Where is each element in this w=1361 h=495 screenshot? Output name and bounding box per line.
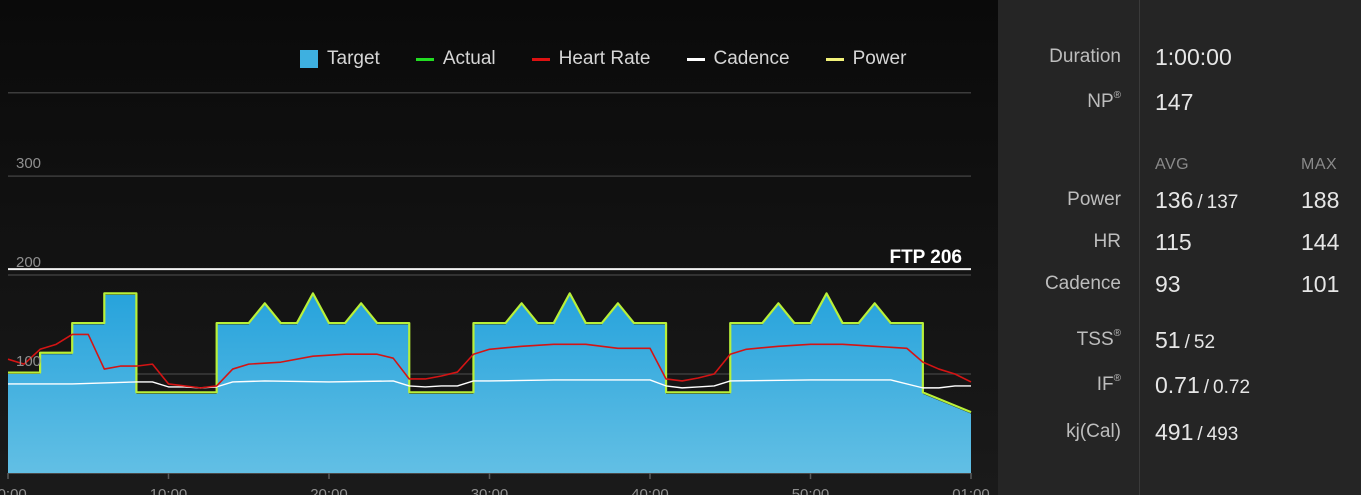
x-tick-label-3: 30:00 bbox=[471, 486, 509, 495]
if-value: 0.71/0.72 bbox=[1155, 372, 1250, 399]
y-tick-label-200: 200 bbox=[16, 254, 41, 271]
legend-swatch-power bbox=[825, 57, 844, 61]
legend-label-actual: Actual bbox=[442, 48, 496, 69]
cadence-label: Cadence bbox=[1044, 273, 1121, 294]
tss-label-text: TSS bbox=[1076, 329, 1114, 350]
workout-chart: 100 200 300 FTP 206 00:00 10:00 20:00 30:00 40:0… bbox=[0, 92, 990, 495]
power-max-value: 188 bbox=[1301, 187, 1340, 213]
stats-divider bbox=[1139, 0, 1140, 495]
series-power-line bbox=[8, 292, 972, 414]
legend-swatch-heart-rate bbox=[531, 57, 550, 61]
if-separator: / bbox=[1203, 377, 1210, 398]
np-value: 147 bbox=[1155, 89, 1194, 115]
legend-item-actual[interactable]: Actual bbox=[415, 48, 496, 70]
x-tick-label-0: 00:00 bbox=[0, 486, 27, 495]
if-secondary: 0.72 bbox=[1213, 377, 1251, 398]
x-tick-label-2: 20:00 bbox=[310, 486, 348, 495]
kj-separator: / bbox=[1197, 424, 1203, 445]
x-tick-label-5: 50:00 bbox=[792, 486, 830, 495]
np-label: NP® bbox=[1087, 89, 1121, 113]
hr-max-value: 144 bbox=[1301, 229, 1340, 255]
cadence-avg-value: 93 bbox=[1155, 271, 1181, 297]
power-avg-value: 136/137 bbox=[1155, 187, 1238, 214]
power-avg: 136 bbox=[1155, 187, 1194, 213]
tss-primary: 51 bbox=[1155, 327, 1181, 353]
tss-label: TSS® bbox=[1076, 327, 1121, 351]
cadence-max-value: 101 bbox=[1301, 271, 1340, 297]
kj-label: kj(Cal) bbox=[1066, 421, 1121, 442]
np-label-text: NP bbox=[1087, 91, 1114, 112]
kj-value: 491/493 bbox=[1155, 419, 1238, 446]
series-heart-rate-line bbox=[7, 333, 972, 389]
duration-value: 1:00:00 bbox=[1155, 44, 1232, 70]
chart-legend: Target Actual Heart Rate Cadence Power bbox=[300, 46, 906, 72]
chart-panel: 100 200 300 FTP 206 00:00 10:00 20:00 30:00 40:0… bbox=[0, 0, 998, 495]
tss-registered-mark: ® bbox=[1113, 327, 1121, 339]
legend-item-power[interactable]: Power bbox=[825, 48, 907, 70]
x-tick-label-4: 40:00 bbox=[631, 486, 669, 495]
series-target-area bbox=[8, 294, 971, 473]
max-column-header: MAX bbox=[1301, 156, 1338, 173]
hr-avg-value: 115 bbox=[1155, 229, 1192, 255]
legend-swatch-cadence bbox=[686, 57, 705, 61]
legend-item-heart-rate[interactable]: Heart Rate bbox=[531, 48, 651, 70]
y-tick-label-100: 100 bbox=[16, 353, 41, 370]
legend-item-target[interactable]: Target bbox=[300, 48, 380, 70]
duration-label: Duration bbox=[1049, 46, 1121, 67]
if-registered-mark: ® bbox=[1113, 372, 1121, 384]
legend-label-heart-rate: Heart Rate bbox=[558, 48, 651, 69]
avg-column-header: AVG bbox=[1155, 156, 1190, 173]
x-tick-label-1: 10:00 bbox=[150, 486, 188, 495]
if-label-text: IF bbox=[1096, 374, 1114, 395]
power-label: Power bbox=[1067, 189, 1121, 210]
legend-swatch-target bbox=[300, 50, 318, 68]
legend-label-cadence: Cadence bbox=[713, 48, 790, 69]
series-cadence-line bbox=[8, 379, 971, 389]
legend-label-target: Target bbox=[327, 48, 380, 69]
tss-secondary: 52 bbox=[1193, 332, 1216, 353]
workout-stats-panel: Duration 1:00:00 NP® 147 AVG MAX Power 1… bbox=[998, 0, 1361, 495]
legend-swatch-actual bbox=[415, 57, 434, 61]
if-label: IF® bbox=[1096, 372, 1121, 396]
legend-label-power: Power bbox=[852, 48, 907, 69]
tss-separator: / bbox=[1184, 332, 1190, 353]
if-primary: 0.71 bbox=[1155, 372, 1200, 398]
kj-primary: 491 bbox=[1155, 419, 1194, 445]
x-tick-label-6: 01:00 bbox=[952, 486, 990, 495]
y-tick-label-300: 300 bbox=[16, 155, 41, 172]
tss-value: 51/52 bbox=[1155, 327, 1215, 354]
power-avg-separator: / bbox=[1197, 192, 1203, 213]
ftp-label: FTP 206 bbox=[889, 247, 962, 268]
np-registered-mark: ® bbox=[1113, 89, 1121, 101]
kj-secondary: 493 bbox=[1206, 424, 1239, 445]
power-avg-secondary: 137 bbox=[1206, 192, 1239, 213]
legend-item-cadence[interactable]: Cadence bbox=[686, 48, 790, 70]
hr-label: HR bbox=[1093, 231, 1121, 252]
